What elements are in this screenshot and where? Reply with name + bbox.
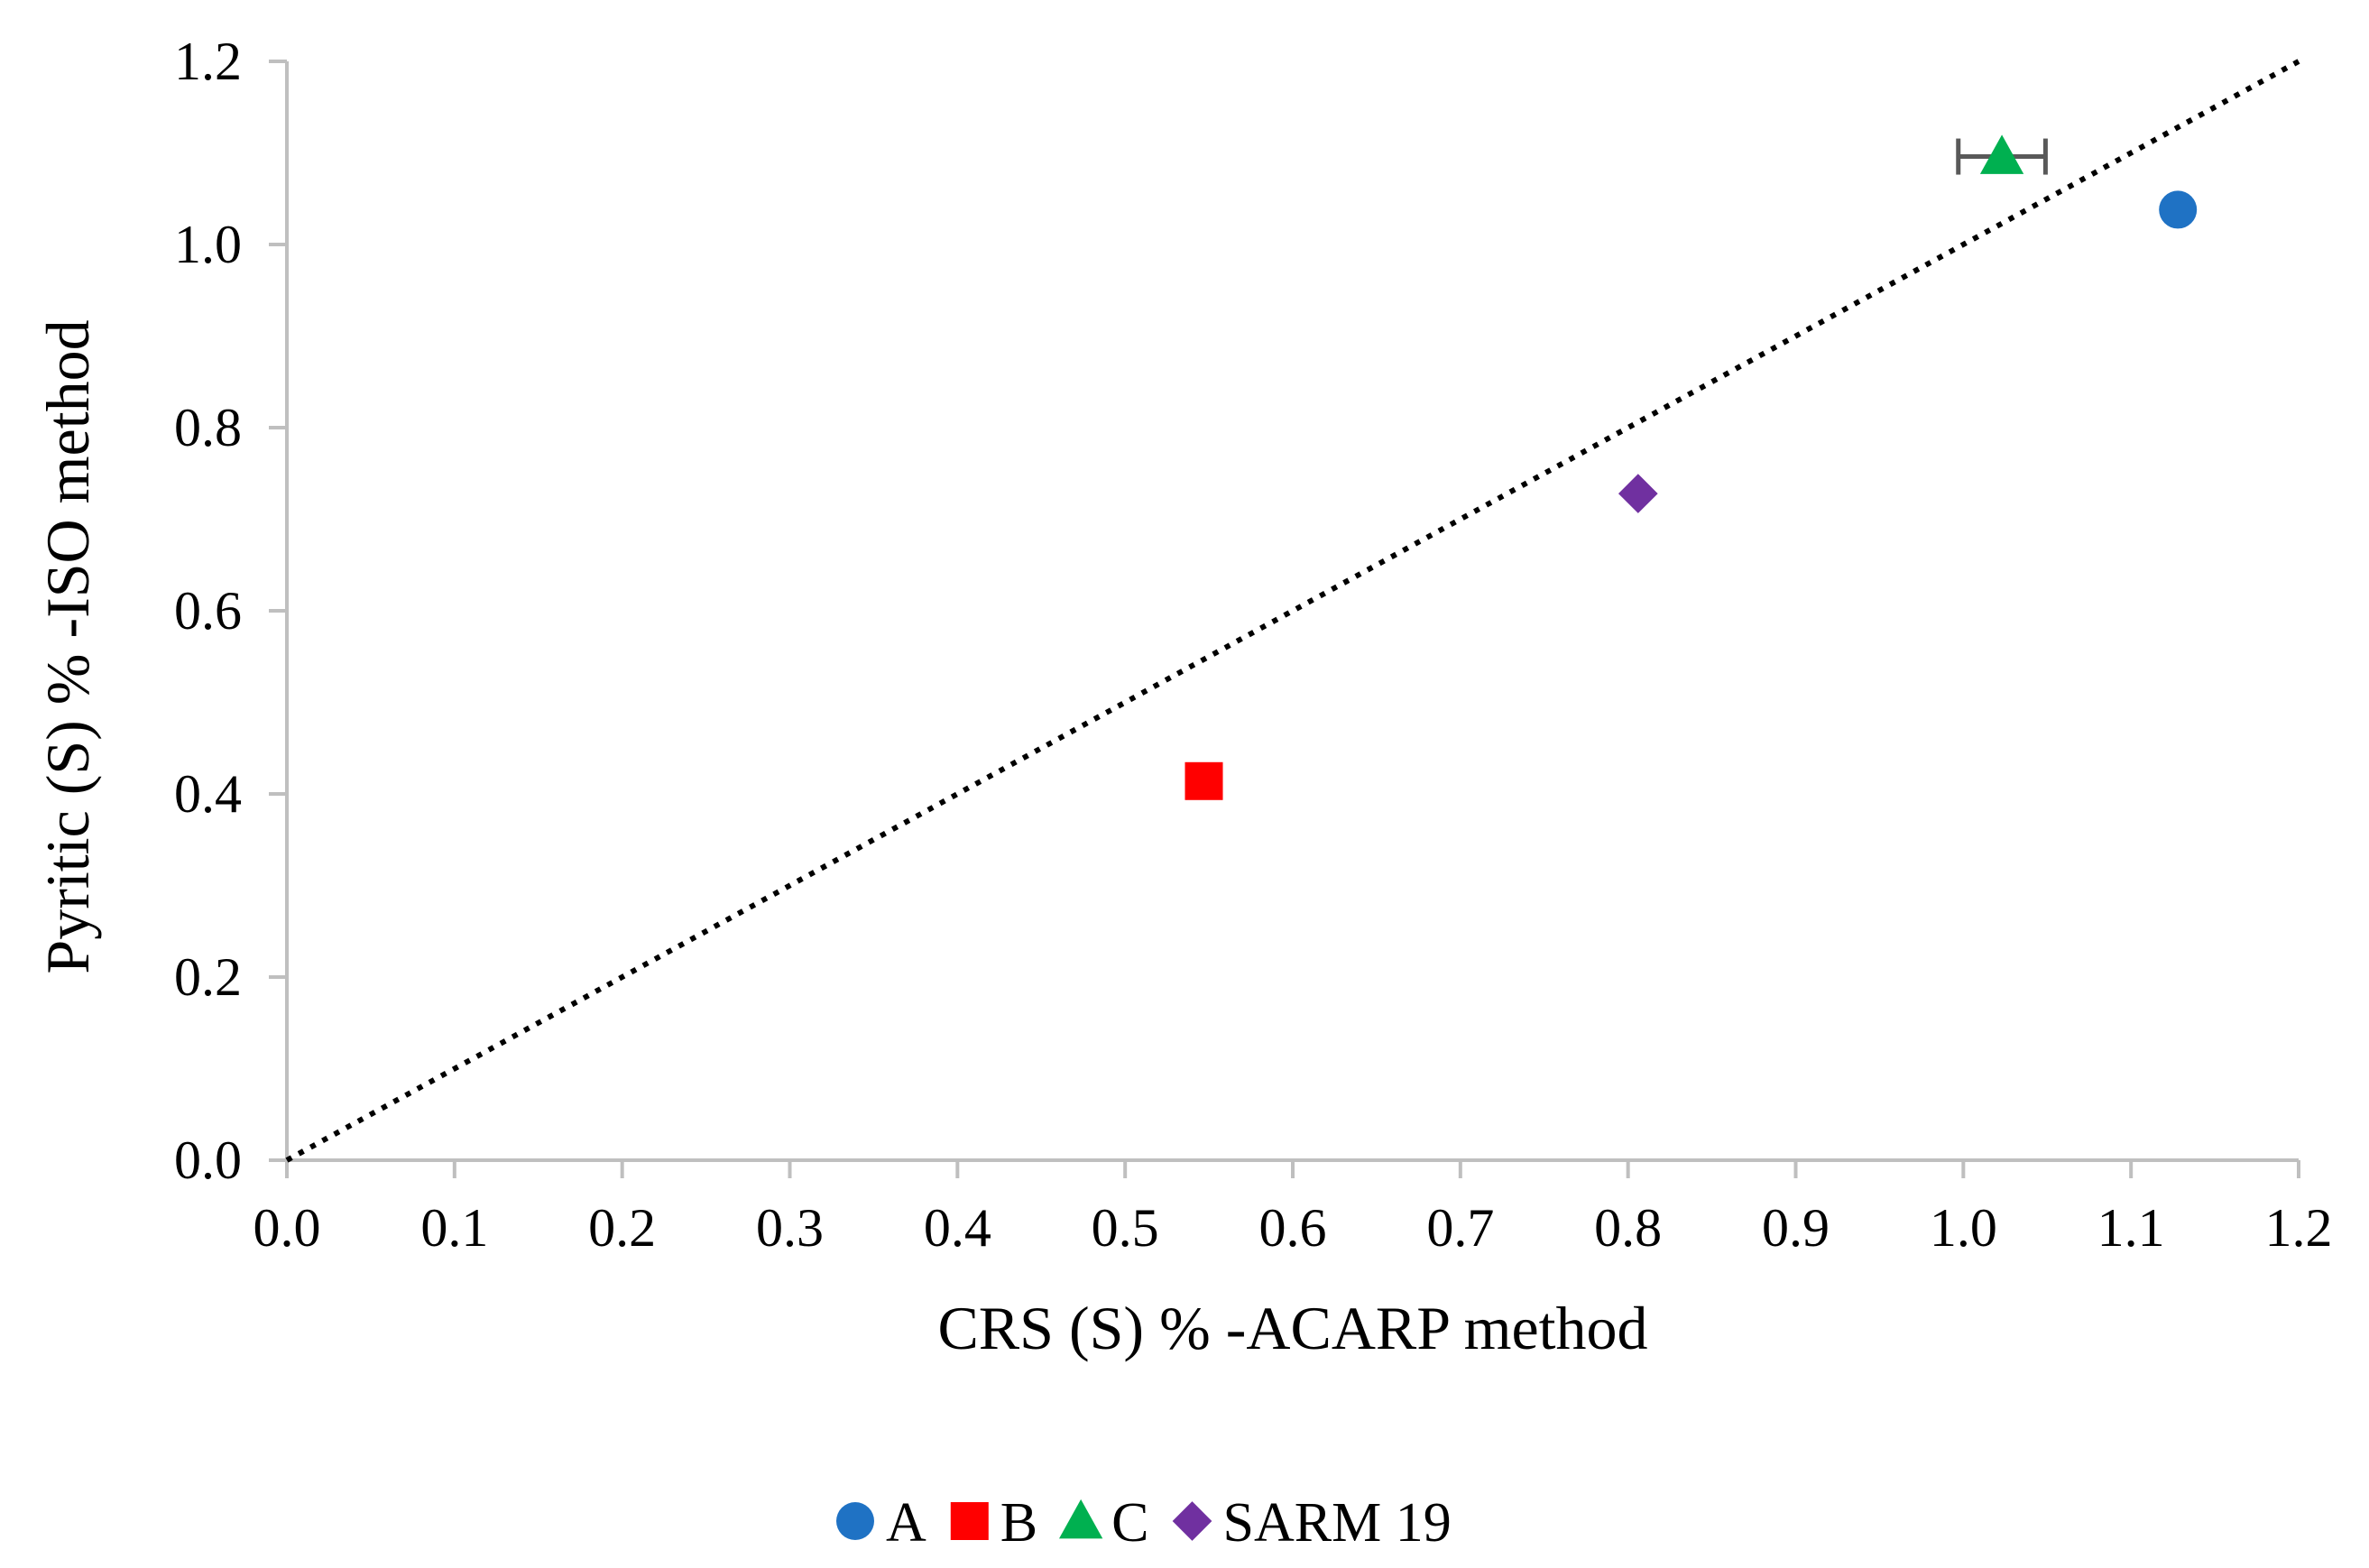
point-b (1184, 761, 1223, 800)
x-tick-label: 1.2 (2265, 1198, 2333, 1258)
x-tick-label: 1.1 (2097, 1198, 2165, 1258)
x-tick-label: 0.3 (756, 1198, 824, 1258)
x-tick-label: 0.6 (1259, 1198, 1327, 1258)
x-axis-title: CRS (S) % -ACARP method (937, 1294, 1647, 1362)
y-tick-labels: 0.0 0.2 0.4 0.6 0.8 1.0 1.2 (174, 32, 242, 1190)
x-tick-label: 0.7 (1426, 1198, 1494, 1258)
legend-label-a: A (886, 1492, 926, 1554)
y-tick-label: 0.0 (174, 1130, 242, 1190)
legend-marker-c (1058, 1499, 1103, 1539)
point-sarm-19 (1618, 474, 1658, 513)
y-axis-title: Pyritic (S) % -ISO method (33, 319, 102, 973)
x-tick-label: 1.0 (1930, 1198, 1997, 1258)
axes (269, 60, 2300, 1178)
legend: A B C SARM 19 (836, 1492, 1452, 1554)
x-tick-labels: 0.0 0.1 0.2 0.3 0.4 0.5 0.6 0.7 0.8 0.9 1.0 1.1 1.2 (253, 1198, 2333, 1258)
x-tick-label: 0.1 (420, 1198, 488, 1258)
x-tick-label: 0.5 (1092, 1198, 1159, 1258)
legend-label-c: C (1111, 1492, 1148, 1554)
x-tick-label: 0.4 (924, 1198, 991, 1258)
y-tick-label: 0.2 (174, 947, 242, 1007)
data-points (1184, 134, 2198, 800)
y-tick-label: 1.2 (174, 32, 242, 91)
y-tick-label: 0.6 (174, 581, 242, 641)
x-tick-label: 0.2 (588, 1198, 656, 1258)
y-tick-label: 1.0 (174, 215, 242, 274)
x-tick-label: 0.8 (1594, 1198, 1662, 1258)
reference-line (285, 59, 2300, 1163)
y-tick-label: 0.4 (174, 764, 242, 824)
x-tick-label: 0.9 (1762, 1198, 1830, 1258)
legend-marker-a (836, 1502, 874, 1540)
x-tick-label: 0.0 (253, 1198, 321, 1258)
y-tick-label: 0.8 (174, 398, 242, 457)
point-a (2159, 190, 2198, 229)
legend-marker-sarm-19 (1172, 1501, 1212, 1541)
point-c (1979, 134, 2024, 174)
legend-marker-b (950, 1502, 989, 1540)
reference-line-group (285, 59, 2300, 1163)
legend-label-sarm-19: SARM 19 (1223, 1492, 1452, 1554)
legend-label-b: B (1000, 1492, 1037, 1554)
